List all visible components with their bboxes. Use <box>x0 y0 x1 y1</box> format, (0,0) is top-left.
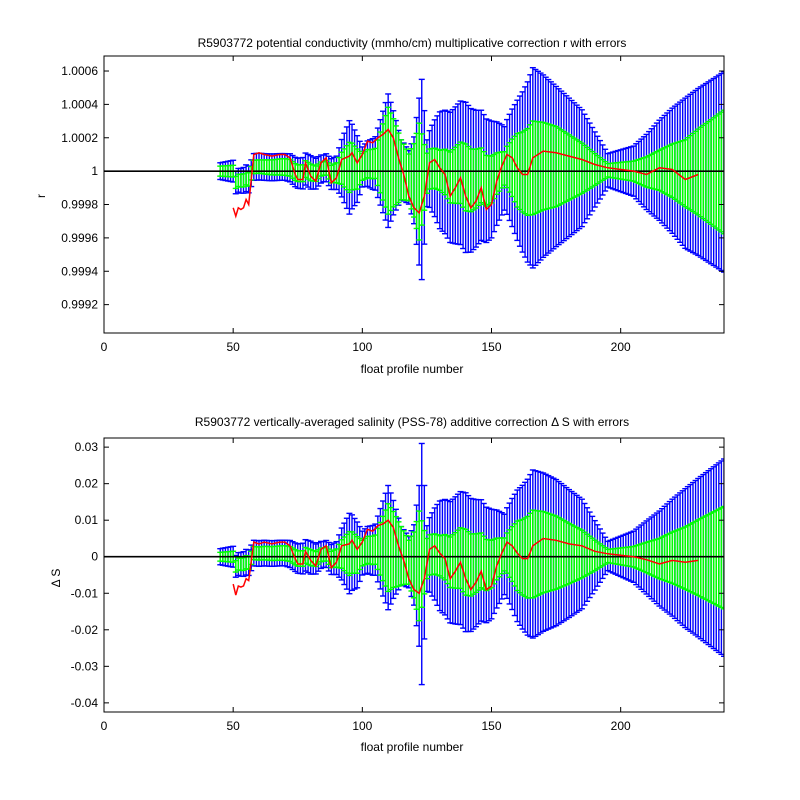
plot-area: 0 50 100 150 200 -0.04 -0.03 -0.02 -0.01 0 0.01 0.0… <box>71 437 725 733</box>
estimate-line <box>232 128 699 219</box>
x-tick-label: 100 <box>352 340 372 354</box>
y-tick-label: 0.01 <box>75 513 99 527</box>
salinity-correction-panel: R5903772 vertically-averaged salinity (P… <box>49 415 725 754</box>
axes-frame <box>103 437 725 713</box>
x-tick-label: 200 <box>611 719 631 733</box>
chart-title: R5903772 potential conductivity (mmho/cm… <box>198 36 627 50</box>
y-tick-label: 0.9992 <box>61 298 98 312</box>
y-tick-label: -0.01 <box>71 586 99 600</box>
y-axis-label: r <box>34 194 48 198</box>
y-tick-label: 0.9998 <box>61 198 98 212</box>
y-tick-label: -0.02 <box>71 623 99 637</box>
chart-title: R5903772 vertically-averaged salinity (P… <box>195 415 629 429</box>
x-tick-label: 0 <box>101 719 108 733</box>
y-tick-label: 1.0002 <box>61 131 98 145</box>
x-axis-label: float profile number <box>361 740 464 754</box>
x-tick-label: 50 <box>226 340 240 354</box>
estimate-line <box>232 519 699 596</box>
plot-area: 0 50 100 150 200 0.9992 0.9994 0.9996 0.9998 1 1.0… <box>61 55 725 354</box>
y-tick-label: 0.9996 <box>61 231 98 245</box>
y-axis-label: Δ S <box>49 569 63 588</box>
x-tick-label: 150 <box>481 340 501 354</box>
y-tick-label: 0.03 <box>75 440 99 454</box>
y-tick-label: -0.03 <box>71 659 99 673</box>
y-tick-label: 0 <box>91 550 98 564</box>
conductivity-correction-panel: R5903772 potential conductivity (mmho/cm… <box>34 36 725 376</box>
y-tick-label: 1 <box>91 164 98 178</box>
y-tick-label: 0.9994 <box>61 264 98 278</box>
axes-frame <box>103 55 725 334</box>
x-tick-label: 100 <box>352 719 372 733</box>
plot-content <box>104 442 724 686</box>
x-tick-label: 200 <box>611 340 631 354</box>
x-axis-label: float profile number <box>361 362 464 376</box>
y-tick-label: 1.0004 <box>61 97 98 111</box>
x-tick-label: 0 <box>101 340 108 354</box>
y-tick-label: -0.04 <box>71 696 99 710</box>
plot-content <box>104 66 724 281</box>
y-tick-label: 0.02 <box>75 477 99 491</box>
x-tick-label: 150 <box>481 719 501 733</box>
y-tick-label: 1.0006 <box>61 64 98 78</box>
x-tick-label: 50 <box>226 719 240 733</box>
